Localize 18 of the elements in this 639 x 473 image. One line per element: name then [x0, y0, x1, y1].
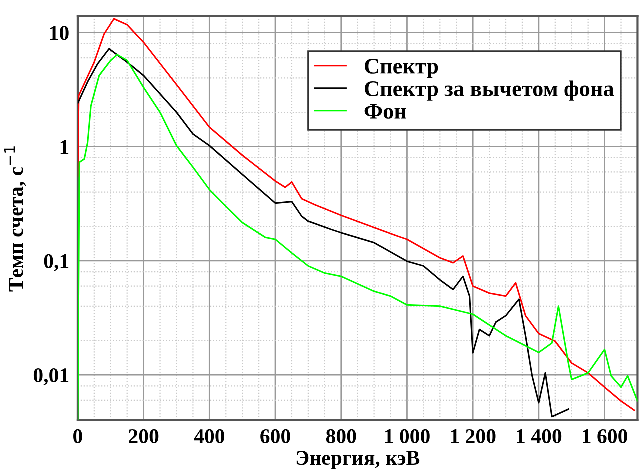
x-tick-label: 1 400 [517, 429, 562, 444]
legend-label: Спектр за вычетом фона [365, 80, 614, 101]
legend-label: Фон [364, 104, 406, 119]
legend-label: Спектр [365, 58, 438, 78]
x-tick-label: 800 [326, 429, 356, 444]
y-tick-label: 0,1 [44, 254, 69, 272]
x-tick-label: 400 [194, 429, 224, 444]
y-tick-label: 0,01 [34, 368, 69, 386]
x-tick-label: 1 200 [451, 429, 496, 444]
y-tick-label: 1 [60, 140, 69, 154]
x-tick-label: 600 [260, 429, 290, 444]
x-tick-label: 1 000 [385, 429, 430, 444]
y-tick-label: 10 [50, 26, 69, 40]
y-axis-title: Темп счета, с$^{−1}$ [4, 146, 26, 292]
x-tick-label: 1 600 [583, 429, 628, 444]
x-tick-label: 0 [74, 429, 82, 444]
x-tick-label: 200 [129, 429, 159, 444]
x-axis-title: Энергия, кэВ [296, 451, 420, 470]
